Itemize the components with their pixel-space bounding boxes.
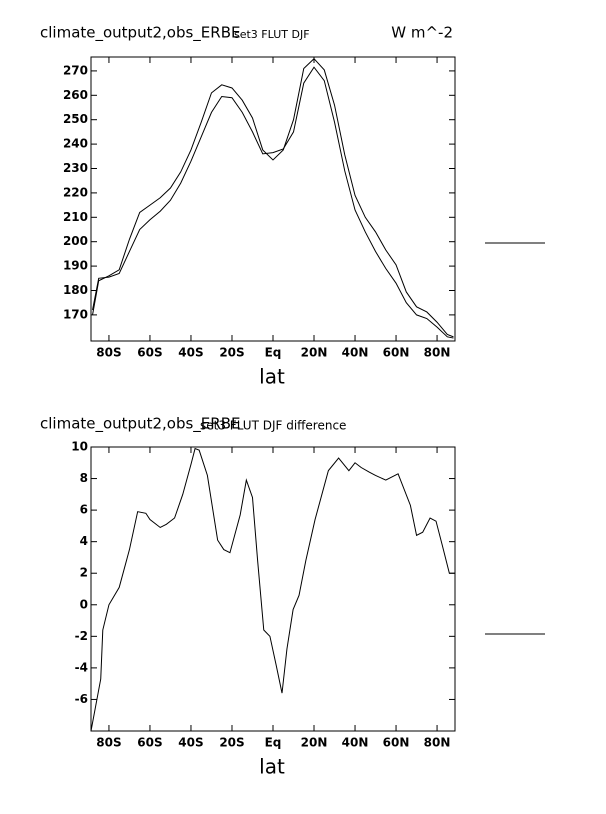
x-tick-label: 20N bbox=[301, 736, 328, 750]
x-tick-label: 40S bbox=[178, 346, 203, 360]
x-tick-label: 60S bbox=[137, 736, 162, 750]
x-tick-label: 60S bbox=[137, 346, 162, 360]
y-tick-label: 0 bbox=[80, 597, 88, 611]
plot-frame bbox=[90, 56, 456, 342]
x-axis-label: lat bbox=[259, 755, 285, 779]
y-tick-label: 190 bbox=[63, 259, 88, 273]
y-tick-label: 2 bbox=[80, 566, 88, 580]
y-tick-label: -4 bbox=[75, 660, 88, 674]
chart-subtitle: set3 FLUT DJF bbox=[234, 28, 310, 41]
y-tick-label: 270 bbox=[63, 63, 88, 77]
x-tick-label: 80S bbox=[96, 736, 121, 750]
x-tick-label: 40S bbox=[178, 736, 203, 750]
y-tick-label: 180 bbox=[63, 283, 88, 297]
chart-title: climate_output2,obs_ERBE bbox=[40, 415, 240, 434]
y-tick-label: -6 bbox=[75, 692, 88, 706]
units-label: W m^-2 bbox=[391, 24, 453, 42]
x-tick-label: 60N bbox=[383, 736, 410, 750]
x-tick-label: 80N bbox=[424, 346, 451, 360]
data-line bbox=[92, 57, 454, 338]
y-tick-label: 170 bbox=[63, 307, 88, 321]
y-tick-label: 220 bbox=[63, 185, 88, 199]
y-tick-label: 4 bbox=[80, 534, 88, 548]
y-tick-label: 230 bbox=[63, 161, 88, 175]
x-tick-label: 20S bbox=[219, 736, 244, 750]
x-tick-label: 60N bbox=[383, 346, 410, 360]
data-line bbox=[92, 66, 454, 339]
y-tick-label: 10 bbox=[71, 440, 88, 454]
y-tick-label: 200 bbox=[63, 234, 88, 248]
x-tick-label: 80N bbox=[424, 736, 451, 750]
y-tick-label: 260 bbox=[63, 88, 88, 102]
y-tick-label: 8 bbox=[80, 471, 88, 485]
x-tick-label: 80S bbox=[96, 346, 121, 360]
y-tick-label: -2 bbox=[75, 629, 88, 643]
plot-frame bbox=[90, 446, 456, 732]
x-tick-label: Eq bbox=[265, 736, 282, 750]
data-line bbox=[90, 447, 455, 732]
chart-subtitle: set3 FLUT DJF difference bbox=[200, 419, 346, 433]
x-tick-label: Eq bbox=[265, 346, 282, 360]
chart-title: climate_output2,obs_ERBE bbox=[40, 24, 240, 43]
x-tick-label: 20S bbox=[219, 346, 244, 360]
y-tick-label: 240 bbox=[63, 137, 88, 151]
y-tick-label: 250 bbox=[63, 112, 88, 126]
y-tick-label: 6 bbox=[80, 503, 88, 517]
x-tick-label: 40N bbox=[342, 736, 369, 750]
x-axis-label: lat bbox=[259, 365, 285, 389]
x-tick-label: 40N bbox=[342, 346, 369, 360]
y-tick-label: 210 bbox=[63, 210, 88, 224]
x-tick-label: 20N bbox=[301, 346, 328, 360]
